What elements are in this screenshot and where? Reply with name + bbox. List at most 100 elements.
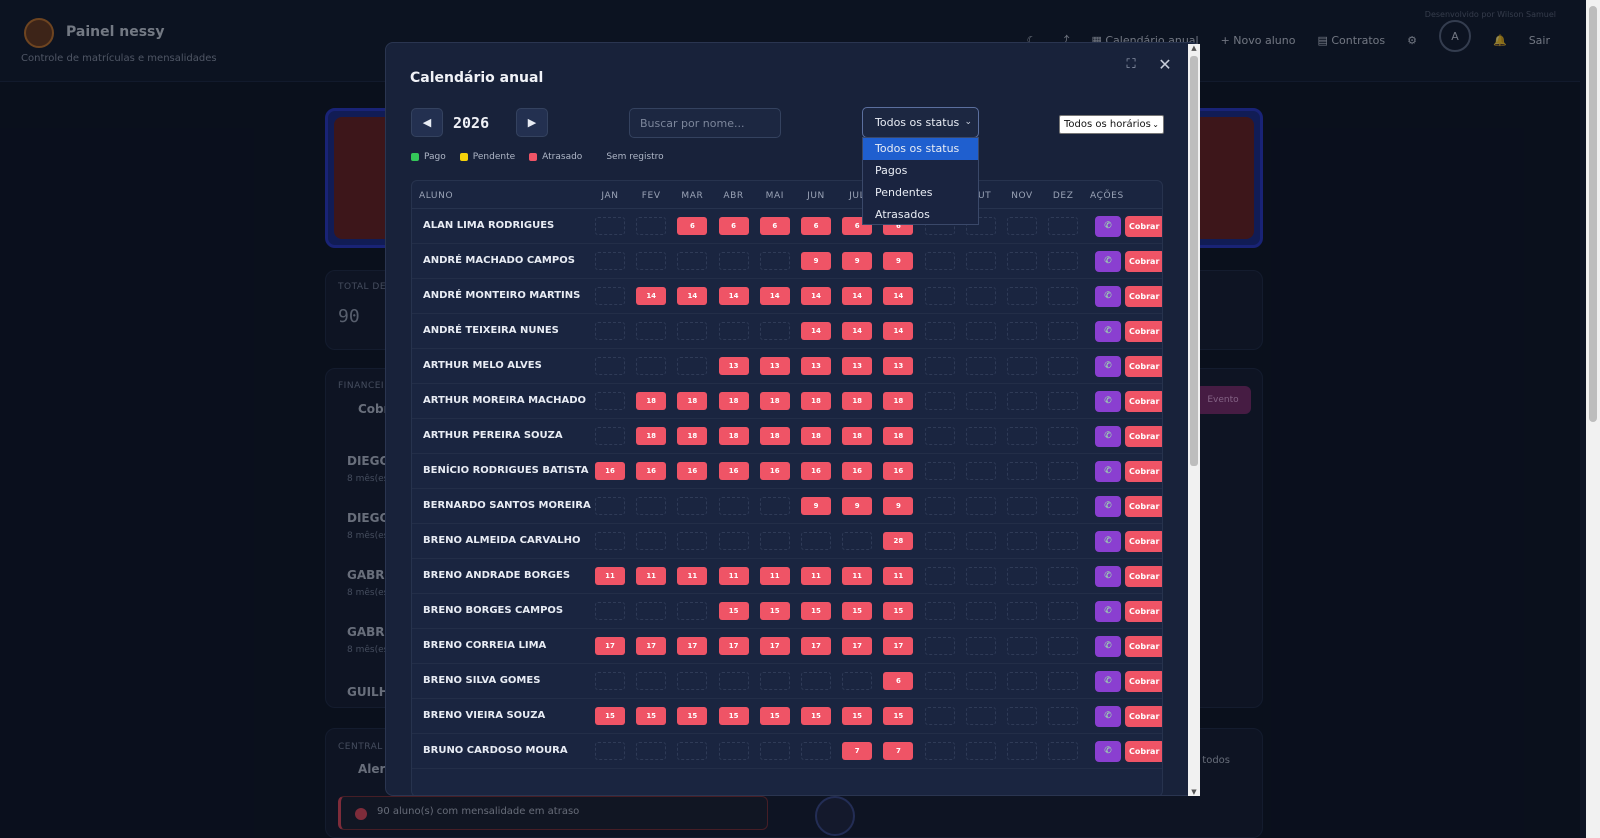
month-cell-late[interactable]: 14 bbox=[677, 287, 708, 305]
month-cell-late[interactable]: 17 bbox=[636, 637, 667, 655]
whatsapp-icon[interactable]: ✆ bbox=[1095, 356, 1121, 377]
month-cell-empty[interactable] bbox=[842, 672, 873, 690]
month-cell-late[interactable]: 15 bbox=[718, 707, 749, 725]
month-cell-empty[interactable] bbox=[965, 217, 996, 235]
new-student-button[interactable]: + Novo aluno bbox=[1220, 33, 1296, 47]
month-cell-empty[interactable] bbox=[924, 462, 955, 480]
whatsapp-icon[interactable]: ✆ bbox=[1095, 216, 1121, 237]
month-cell-late[interactable]: 11 bbox=[718, 567, 749, 585]
month-cell-empty[interactable] bbox=[1048, 392, 1079, 410]
month-cell-late[interactable]: 15 bbox=[595, 707, 625, 725]
month-cell-late[interactable]: 18 bbox=[801, 392, 831, 410]
month-cell-late[interactable]: 15 bbox=[842, 707, 873, 725]
month-cell-late[interactable]: 11 bbox=[801, 567, 831, 585]
month-cell-empty[interactable] bbox=[718, 322, 749, 340]
share-icon[interactable]: ⤴ bbox=[1058, 34, 1070, 47]
month-cell-late[interactable]: 18 bbox=[883, 392, 914, 410]
month-cell-empty[interactable] bbox=[595, 217, 625, 235]
month-cell-late[interactable]: 28 bbox=[883, 532, 914, 550]
charge-button[interactable]: Cobrar bbox=[1125, 636, 1162, 657]
month-cell-late[interactable]: 6 bbox=[801, 217, 831, 235]
whatsapp-icon[interactable]: ✆ bbox=[1095, 531, 1121, 552]
month-cell-empty[interactable] bbox=[1007, 392, 1037, 410]
month-cell-empty[interactable] bbox=[924, 672, 955, 690]
month-cell-late[interactable]: 6 bbox=[883, 672, 914, 690]
month-cell-empty[interactable] bbox=[595, 427, 625, 445]
month-cell-empty[interactable] bbox=[965, 287, 996, 305]
month-cell-late[interactable]: 18 bbox=[718, 392, 749, 410]
month-cell-empty[interactable] bbox=[1048, 497, 1079, 515]
month-cell-empty[interactable] bbox=[677, 322, 708, 340]
contracts-button[interactable]: ▤ Contratos bbox=[1317, 33, 1386, 47]
month-cell-empty[interactable] bbox=[636, 322, 667, 340]
charge-button[interactable]: Cobrar bbox=[1125, 286, 1162, 307]
month-cell-late[interactable]: 16 bbox=[759, 462, 790, 480]
gear-icon[interactable]: ⚙ bbox=[1407, 33, 1417, 47]
whatsapp-icon[interactable]: ✆ bbox=[1095, 461, 1121, 482]
month-cell-late[interactable]: 6 bbox=[759, 217, 790, 235]
month-cell-late[interactable]: 16 bbox=[842, 462, 873, 480]
month-cell-late[interactable]: 14 bbox=[801, 287, 831, 305]
whatsapp-icon[interactable]: ✆ bbox=[1095, 566, 1121, 587]
month-cell-late[interactable]: 18 bbox=[759, 427, 790, 445]
status-option-paid[interactable]: Pagos bbox=[875, 164, 908, 177]
month-cell-late[interactable]: 17 bbox=[595, 637, 625, 655]
month-cell-empty[interactable] bbox=[924, 497, 955, 515]
charge-button[interactable]: Cobrar bbox=[1125, 216, 1162, 237]
month-cell-empty[interactable] bbox=[924, 427, 955, 445]
whatsapp-icon[interactable]: ✆ bbox=[1095, 251, 1121, 272]
month-cell-empty[interactable] bbox=[759, 252, 790, 270]
month-cell-late[interactable]: 16 bbox=[595, 462, 625, 480]
month-cell-empty[interactable] bbox=[965, 742, 996, 760]
month-cell-empty[interactable] bbox=[595, 357, 625, 375]
month-cell-late[interactable]: 15 bbox=[883, 707, 914, 725]
month-cell-late[interactable]: 16 bbox=[636, 462, 667, 480]
month-cell-late[interactable]: 14 bbox=[842, 287, 873, 305]
month-cell-late[interactable]: 7 bbox=[883, 742, 914, 760]
month-cell-empty[interactable] bbox=[924, 322, 955, 340]
month-cell-late[interactable]: 11 bbox=[759, 567, 790, 585]
whatsapp-icon[interactable]: ✆ bbox=[1095, 706, 1121, 727]
month-cell-empty[interactable] bbox=[965, 637, 996, 655]
month-cell-late[interactable]: 14 bbox=[718, 287, 749, 305]
month-cell-late[interactable]: 18 bbox=[636, 427, 667, 445]
month-cell-empty[interactable] bbox=[924, 392, 955, 410]
whatsapp-icon[interactable]: ✆ bbox=[1095, 741, 1121, 762]
month-cell-late[interactable]: 18 bbox=[842, 392, 873, 410]
month-cell-empty[interactable] bbox=[965, 672, 996, 690]
month-cell-empty[interactable] bbox=[718, 742, 749, 760]
month-cell-empty[interactable] bbox=[595, 672, 625, 690]
month-cell-empty[interactable] bbox=[965, 357, 996, 375]
month-cell-empty[interactable] bbox=[636, 357, 667, 375]
month-cell-empty[interactable] bbox=[965, 497, 996, 515]
month-cell-empty[interactable] bbox=[1007, 322, 1037, 340]
month-cell-empty[interactable] bbox=[759, 742, 790, 760]
whatsapp-icon[interactable]: ✆ bbox=[1095, 286, 1121, 307]
month-cell-empty[interactable] bbox=[759, 532, 790, 550]
month-cell-empty[interactable] bbox=[1007, 602, 1037, 620]
month-cell-empty[interactable] bbox=[1007, 287, 1037, 305]
status-option-all[interactable]: Todos os status bbox=[863, 138, 978, 160]
month-cell-empty[interactable] bbox=[718, 497, 749, 515]
month-cell-empty[interactable] bbox=[924, 287, 955, 305]
search-input[interactable] bbox=[629, 108, 781, 138]
month-cell-empty[interactable] bbox=[924, 707, 955, 725]
month-cell-empty[interactable] bbox=[1048, 707, 1079, 725]
scroll-down-icon[interactable]: ▼ bbox=[1191, 788, 1197, 796]
avatar[interactable]: A bbox=[1438, 20, 1471, 52]
month-cell-late[interactable]: 17 bbox=[883, 637, 914, 655]
event-button[interactable]: Evento bbox=[1195, 386, 1251, 414]
hours-select[interactable]: Todos os horários ⌄ bbox=[1059, 115, 1164, 134]
month-cell-late[interactable]: 16 bbox=[718, 462, 749, 480]
month-cell-late[interactable]: 15 bbox=[842, 602, 873, 620]
month-cell-late[interactable]: 16 bbox=[801, 462, 831, 480]
status-option-pending[interactable]: Pendentes bbox=[875, 186, 933, 199]
charge-button[interactable]: Cobrar bbox=[1125, 671, 1162, 692]
month-cell-empty[interactable] bbox=[677, 672, 708, 690]
month-cell-empty[interactable] bbox=[636, 252, 667, 270]
month-cell-empty[interactable] bbox=[636, 602, 667, 620]
month-cell-empty[interactable] bbox=[1048, 357, 1079, 375]
month-cell-empty[interactable] bbox=[801, 532, 831, 550]
month-cell-empty[interactable] bbox=[924, 532, 955, 550]
charge-button[interactable]: Cobrar bbox=[1125, 251, 1162, 272]
